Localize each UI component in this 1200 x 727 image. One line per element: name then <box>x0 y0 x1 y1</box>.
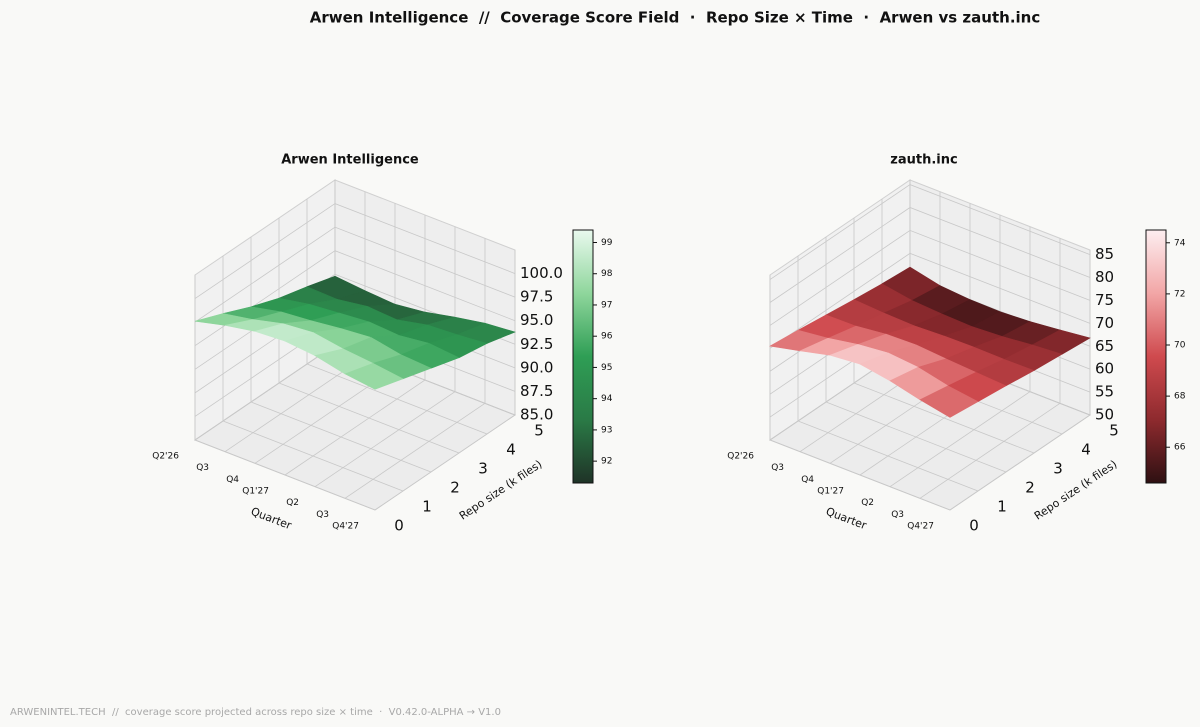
surface-patch <box>919 385 979 418</box>
z-tick-label: 97.5 <box>520 288 553 306</box>
x-tick-label: Q4'27 <box>907 522 934 532</box>
y-tick-label: 2 <box>1025 479 1035 497</box>
x-tick-label: Q1'27 <box>817 487 844 497</box>
x-tick-label: Q2'26 <box>727 452 754 462</box>
x-tick-label: Q3 <box>316 510 329 520</box>
grid-line <box>194 226 516 323</box>
x-tick-label: Q3 <box>196 463 209 473</box>
colorbar-tick-label: 92 <box>601 457 612 467</box>
z-tick-label: 90.0 <box>520 358 553 376</box>
colorbar-tick-label: 66 <box>1174 443 1186 453</box>
colorbar-tick-label: 95 <box>601 363 612 373</box>
grid-line <box>769 207 1091 303</box>
z-tick-label: 50 <box>1095 406 1114 424</box>
z-tick-label: 92.5 <box>520 335 553 353</box>
grid-line <box>769 252 1091 349</box>
y-tick-label: 4 <box>506 441 516 459</box>
footer: ARWENINTEL.TECH // coverage score projec… <box>10 707 501 718</box>
colorbar-tick-label: 94 <box>601 394 613 404</box>
colorbar <box>1145 229 1167 484</box>
colorbar-tick-label: 72 <box>1174 289 1185 299</box>
z-tick-label: 70 <box>1095 314 1114 332</box>
x-tick-label: Q4 <box>226 475 239 485</box>
colorbar-tick-label: 93 <box>601 425 612 435</box>
grid-line <box>769 229 1091 326</box>
surface-patch <box>344 363 404 390</box>
colorbar-tick-label: 70 <box>1174 341 1186 351</box>
x-tick-label: Q2'26 <box>152 452 179 462</box>
colorbar-tick-label: 68 <box>1174 392 1186 402</box>
x-tick-label: Q2 <box>861 498 874 508</box>
y-tick-label: 1 <box>422 498 432 516</box>
y-tick-label: 4 <box>1081 441 1091 459</box>
colorbar <box>572 229 594 484</box>
z-tick-label: 87.5 <box>520 382 553 400</box>
z-tick-label: 65 <box>1095 337 1114 355</box>
colorbar-tick-label: 99 <box>601 238 613 248</box>
grid-line <box>769 184 1091 280</box>
colorbar-tick-label: 96 <box>601 332 613 342</box>
x-tick-label: Q4 <box>801 475 814 485</box>
panel-title: Arwen Intelligence <box>281 153 419 168</box>
grid-line <box>194 203 516 299</box>
z-tick-label: 60 <box>1095 360 1114 378</box>
colorbar-tick-label: 97 <box>601 300 612 310</box>
colorbar-tick-label: 74 <box>1174 238 1186 248</box>
z-tick-label: 95.0 <box>520 311 553 329</box>
y-tick-label: 0 <box>969 517 979 535</box>
y-tick-label: 1 <box>997 498 1007 516</box>
y-tick-label: 3 <box>478 460 488 478</box>
y-tick-label: 5 <box>534 422 544 440</box>
x-tick-label: Q2 <box>286 498 299 508</box>
z-tick-label: 85.0 <box>520 406 553 424</box>
y-tick-label: 0 <box>394 517 404 535</box>
panel-title: zauth.inc <box>890 153 957 168</box>
y-tick-label: 5 <box>1109 422 1119 440</box>
figure-title: Arwen Intelligence // Coverage Score Fie… <box>310 9 1040 27</box>
z-tick-label: 100.0 <box>520 264 563 282</box>
x-tick-label: Q1'27 <box>242 487 269 497</box>
colorbar-tick-label: 98 <box>601 269 613 279</box>
z-tick-label: 75 <box>1095 291 1114 309</box>
z-tick-label: 80 <box>1095 268 1114 286</box>
z-tick-label: 85 <box>1095 245 1114 263</box>
x-tick-label: Q3 <box>891 510 904 520</box>
x-tick-label: Q4'27 <box>332 522 359 532</box>
x-tick-label: Q3 <box>771 463 784 473</box>
y-tick-label: 2 <box>450 479 460 497</box>
y-tick-label: 3 <box>1053 460 1063 478</box>
z-tick-label: 55 <box>1095 383 1114 401</box>
